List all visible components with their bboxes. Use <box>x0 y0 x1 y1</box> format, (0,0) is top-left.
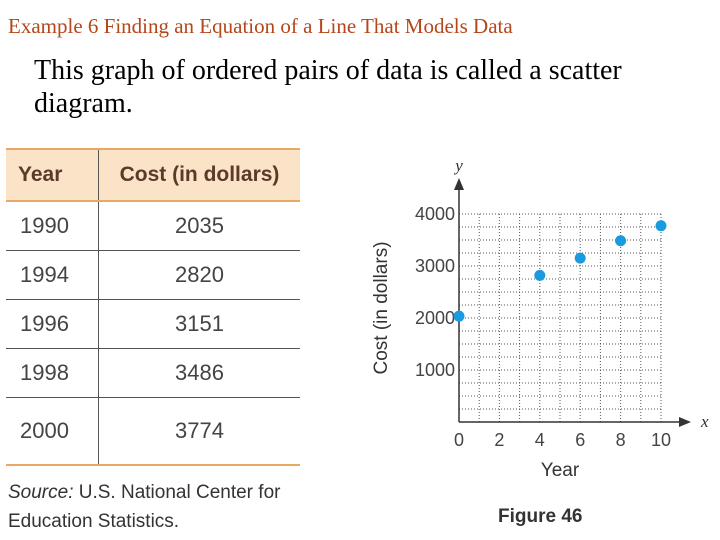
table-row: 1996 3151 <box>6 299 300 349</box>
data-point <box>574 252 586 264</box>
table-header-row: Year Cost (in dollars) <box>6 148 300 202</box>
y-tick-label: 2000 <box>415 308 455 328</box>
y-axis-label: Cost (in dollars) <box>371 241 392 374</box>
table-row: 1998 3486 <box>6 348 300 398</box>
scatter-chart: 0 2 4 6 8 10 1000 2000 3000 4000 x y Year Cost (i… <box>371 156 709 481</box>
x-axis-label: Year <box>541 460 580 481</box>
chart-points <box>453 220 667 322</box>
x-tick-label: 2 <box>494 430 504 450</box>
figure-label: Figure 46 <box>498 506 583 527</box>
x-axis-letter: x <box>700 412 709 431</box>
y-tick-label: 1000 <box>415 360 455 380</box>
cell-year: 1998 <box>6 348 99 398</box>
cell-cost: 3774 <box>98 397 300 466</box>
cell-year: 1994 <box>6 250 99 300</box>
chart-ticks: 0 2 4 6 8 10 1000 2000 3000 4000 <box>415 204 671 450</box>
table-source: Source: U.S. National Center for Educati… <box>8 478 308 536</box>
cell-year: 2000 <box>6 397 99 466</box>
slide-subtitle: This graph of ordered pairs of data is c… <box>34 55 622 119</box>
cell-cost: 2820 <box>98 250 300 300</box>
data-table: Year Cost (in dollars) 1990 2035 1994 28… <box>6 148 300 466</box>
table-row: 2000 3774 <box>6 397 300 466</box>
header-year: Year <box>6 148 99 202</box>
cell-year: 1996 <box>6 299 99 349</box>
table-row: 1990 2035 <box>6 201 300 251</box>
data-point <box>534 269 546 281</box>
data-point <box>453 310 465 322</box>
x-tick-label: 6 <box>575 430 585 450</box>
cell-cost: 2035 <box>98 201 300 251</box>
data-point <box>655 220 667 232</box>
chart-axes <box>454 178 691 427</box>
source-label: Source: <box>8 482 74 503</box>
source-text: U.S. National Center for Education Stati… <box>8 482 281 532</box>
y-axis-letter: y <box>453 156 463 175</box>
data-point <box>615 235 627 247</box>
x-tick-label: 8 <box>616 430 626 450</box>
y-tick-label: 3000 <box>415 256 455 276</box>
x-tick-label: 0 <box>454 430 464 450</box>
table-row: 1994 2820 <box>6 250 300 300</box>
y-axis-arrow <box>454 178 464 190</box>
x-tick-label: 4 <box>535 430 545 450</box>
y-tick-label: 4000 <box>415 204 455 224</box>
cell-year: 1990 <box>6 201 99 251</box>
cell-cost: 3151 <box>98 299 300 349</box>
header-cost: Cost (in dollars) <box>98 148 300 202</box>
x-axis-arrow <box>679 417 691 427</box>
cell-cost: 3486 <box>98 348 300 398</box>
slide-title: Example 6 Finding an Equation of a Line … <box>8 14 513 38</box>
x-tick-label: 10 <box>651 430 671 450</box>
chart-grid <box>459 213 662 422</box>
